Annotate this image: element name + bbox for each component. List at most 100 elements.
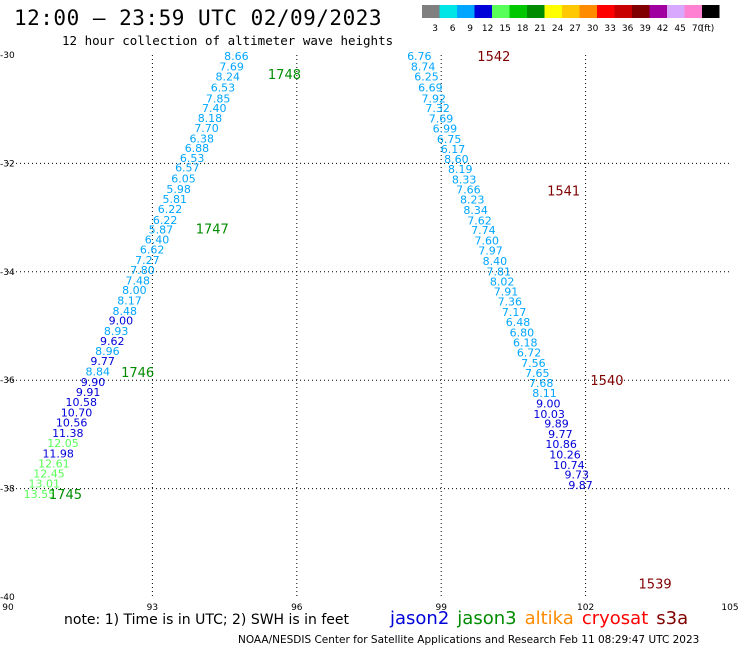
swh-value: 8.24 <box>216 71 241 84</box>
swh-value: 6.25 <box>414 71 439 84</box>
swh-value: 6.62 <box>140 244 165 257</box>
swh-value: 10.74 <box>553 459 585 472</box>
swh-value: 9.91 <box>76 386 101 399</box>
satellite-jason2: jason2 <box>390 608 450 629</box>
swh-value: 7.65 <box>525 367 550 380</box>
swh-value: 6.38 <box>190 132 215 145</box>
x-tick-label: 99 <box>435 603 447 612</box>
x-tick-label: 102 <box>577 603 594 612</box>
swh-value: 6.76 <box>407 50 432 63</box>
legend-swatch <box>474 5 492 18</box>
legend-swatch <box>597 5 615 18</box>
legend-label: 70 <box>692 24 704 33</box>
swh-value: 6.22 <box>158 203 183 216</box>
swh-value: 13.55 <box>24 488 56 501</box>
legend-swatch <box>702 5 720 18</box>
swh-value: 7.32 <box>425 102 450 115</box>
swh-value: 10.70 <box>61 407 93 420</box>
swh-value: 7.97 <box>478 245 503 258</box>
swh-value: 7.66 <box>456 183 481 196</box>
swh-value: 13.01 <box>28 478 60 491</box>
swh-value: 6.17 <box>441 143 466 156</box>
legend-swatch <box>649 5 667 18</box>
swh-value: 8.11 <box>532 387 557 400</box>
swh-value: 8.66 <box>224 50 249 63</box>
swh-value: 9.90 <box>81 376 106 389</box>
swh-value: 7.62 <box>467 214 492 227</box>
swh-value: 10.26 <box>549 448 581 461</box>
swh-value: 8.02 <box>490 276 515 289</box>
swh-value: 8.74 <box>411 60 436 73</box>
legend-swatch <box>614 5 632 18</box>
swh-value: 5.87 <box>149 224 174 237</box>
legend-swatch <box>667 5 685 18</box>
swh-value: 8.60 <box>444 153 469 166</box>
swh-value: 7.40 <box>202 102 227 115</box>
swh-value: 9.77 <box>548 428 573 441</box>
swh-value: 8.19 <box>448 163 473 176</box>
legend-label: 30 <box>587 24 599 33</box>
swh-value: 10.03 <box>533 408 565 421</box>
pass-time-label: 1748 <box>268 68 301 83</box>
swh-value: 6.22 <box>153 214 178 227</box>
swh-value: 6.53 <box>180 152 205 165</box>
satellite-s3a: s3a <box>656 608 689 629</box>
swh-value: 6.99 <box>433 123 458 136</box>
y-tick-label: -38 <box>0 485 15 495</box>
legend-unit: (ft) <box>701 24 715 33</box>
y-tick-label: -32 <box>0 159 15 169</box>
legend-swatch <box>562 5 580 18</box>
wave-height-plot: 90 93 96 99 102 105-30-32-34-36-38-408.667.69… <box>0 50 739 612</box>
swh-value: 9.77 <box>90 355 115 368</box>
legend-label: 36 <box>622 24 634 33</box>
satellite-legend: jason2 jason3 altika cryosat s3a <box>390 608 696 629</box>
swh-value: 5.98 <box>166 183 191 196</box>
swh-value: 12.61 <box>38 458 70 471</box>
swh-value: 7.48 <box>125 274 150 287</box>
legend-swatch <box>509 5 527 18</box>
swh-value: 8.40 <box>483 255 508 268</box>
legend-swatch <box>527 5 545 18</box>
swh-value: 12.05 <box>47 437 79 450</box>
legend-label: 24 <box>552 24 564 33</box>
swh-value: 9.87 <box>568 479 593 492</box>
swh-value: 6.40 <box>145 233 170 246</box>
legend-label: 18 <box>517 24 529 33</box>
x-tick-label: 90 <box>2 603 14 612</box>
swh-value: 7.80 <box>130 264 155 277</box>
swh-value: 11.98 <box>42 447 74 460</box>
swh-value: 7.81 <box>486 265 511 278</box>
swh-value: 10.58 <box>66 396 98 409</box>
swh-value: 6.48 <box>506 316 531 329</box>
legend-swatch <box>684 5 702 18</box>
legend-swatch <box>544 5 562 18</box>
swh-value: 6.18 <box>513 336 538 349</box>
legend-swatch <box>579 5 597 18</box>
legend-label: 3 <box>432 24 438 33</box>
swh-value: 8.48 <box>112 305 137 318</box>
swh-value: 8.18 <box>198 112 223 125</box>
chart-subtitle: 12 hour collection of altimeter wave hei… <box>62 33 394 48</box>
swh-value: 5.81 <box>163 193 188 206</box>
swh-value: 10.56 <box>56 416 88 429</box>
swh-value: 8.93 <box>104 325 129 338</box>
legend-label: 12 <box>482 24 493 33</box>
legend-label: 27 <box>569 24 580 33</box>
swh-value: 7.36 <box>498 296 523 309</box>
swh-value: 9.89 <box>544 418 569 431</box>
legend-swatch <box>632 5 650 18</box>
legend-label: 42 <box>657 24 668 33</box>
y-tick-label: -36 <box>0 376 15 386</box>
legend-label: 6 <box>450 24 456 33</box>
swh-value: 7.68 <box>529 377 554 390</box>
swh-value: 7.69 <box>219 60 244 73</box>
swh-value: 7.56 <box>521 357 546 370</box>
swh-value: 9.00 <box>536 398 561 411</box>
swh-value: 6.75 <box>437 133 462 146</box>
y-tick-label: -34 <box>0 268 15 278</box>
swh-value: 8.33 <box>452 174 477 187</box>
x-tick-label: 105 <box>721 603 738 612</box>
swh-value: 6.05 <box>171 173 196 186</box>
swh-value: 6.80 <box>510 327 535 340</box>
swh-value: 12.45 <box>33 467 65 480</box>
